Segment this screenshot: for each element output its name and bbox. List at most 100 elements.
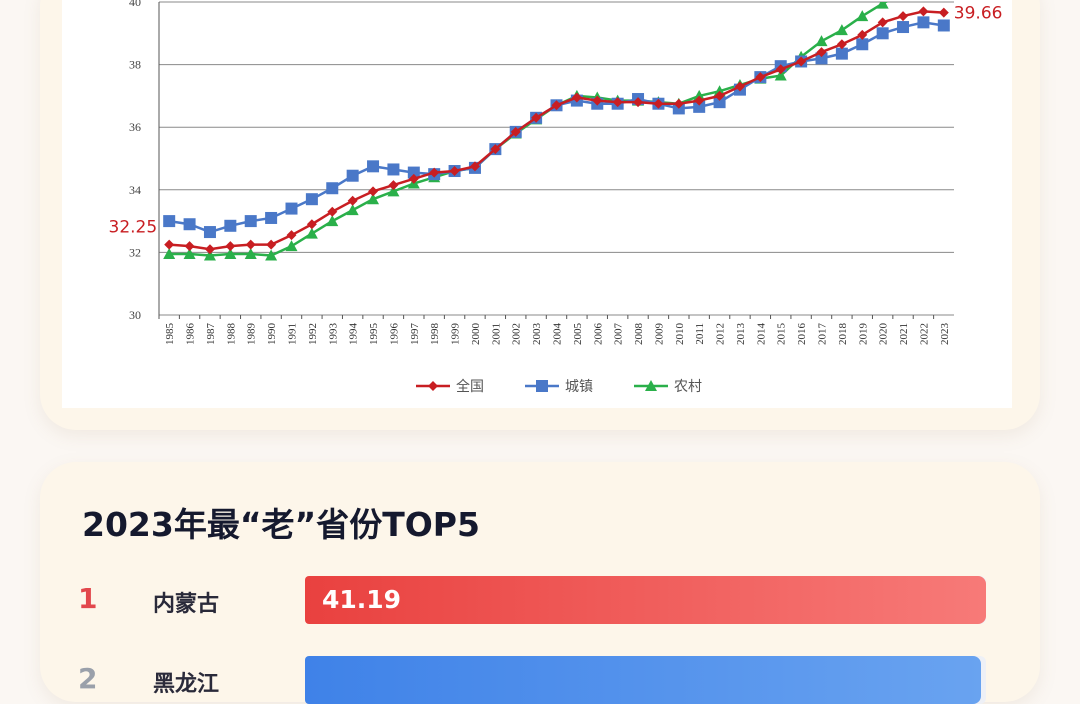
data-point-square — [835, 47, 848, 60]
data-point-triangle — [835, 24, 848, 36]
data-point-diamond — [836, 39, 847, 50]
data-point-diamond — [898, 11, 909, 22]
data-point-diamond — [571, 92, 582, 103]
age-line-chart: 30 32 34 36 38 40 1985 1986 1987 1988 1989 1990 1991… — [109, 0, 1003, 395]
data-point-triangle — [774, 69, 787, 81]
data-point-square — [203, 226, 216, 239]
data-point-diamond — [327, 206, 338, 217]
legend-label: 城镇 — [565, 379, 593, 395]
data-point-diamond — [633, 97, 644, 108]
data-point-square — [876, 27, 889, 40]
y-tick-label: 30 — [129, 308, 141, 322]
data-point-diamond — [531, 112, 542, 123]
rank-number: 1 — [78, 582, 98, 615]
y-tick-label: 32 — [129, 245, 141, 259]
x-tick-label: 2021 — [898, 323, 910, 345]
x-tick-label: 1989 — [246, 323, 258, 346]
data-point-diamond — [429, 167, 440, 178]
rank-bar — [305, 576, 986, 624]
x-tick-label: 2014 — [755, 323, 767, 346]
data-point-square — [305, 193, 318, 206]
x-tick-label: 2013 — [735, 323, 747, 346]
data-point-triangle — [367, 193, 380, 205]
x-tick-label: 2004 — [552, 323, 564, 346]
data-point-triangle — [856, 10, 869, 22]
series-line-triangle — [169, 2, 889, 257]
x-tick-label: 1986 — [185, 323, 197, 346]
data-point-diamond — [612, 97, 623, 108]
x-tick-label: 1996 — [388, 323, 400, 346]
ranking-card: 2023年最“老”省份TOP5 1 内蒙古 41.19 2 黑龙江 — [40, 462, 1040, 704]
data-point-diamond — [755, 72, 766, 83]
data-point-triangle — [876, 2, 889, 9]
data-point-diamond — [225, 241, 236, 252]
data-point-square — [163, 215, 176, 228]
data-point-square — [407, 166, 420, 179]
x-tick-label: 2000 — [470, 323, 482, 346]
data-point-diamond — [449, 166, 460, 177]
data-point-triangle — [346, 204, 359, 216]
data-point-triangle — [163, 247, 176, 259]
x-tick-label: 1999 — [450, 323, 462, 346]
x-tick-label: 2012 — [715, 323, 727, 345]
data-point-diamond — [266, 239, 277, 250]
data-point-diamond — [286, 230, 297, 241]
data-point-triangle — [183, 247, 196, 259]
x-tick-label: 1990 — [266, 323, 278, 346]
data-point-diamond — [694, 95, 705, 106]
data-point-square — [265, 211, 278, 224]
ranking-row-1: 1 内蒙古 41.19 — [40, 576, 1040, 624]
y-tick-label: 40 — [129, 0, 141, 9]
x-tick-label: 1987 — [205, 323, 217, 346]
data-point-diamond — [408, 173, 419, 184]
x-tick-label: 2018 — [837, 323, 849, 346]
data-point-square — [693, 100, 706, 113]
data-point-diamond — [245, 239, 256, 250]
x-tick-label: 2005 — [572, 323, 584, 346]
x-tick-label: 2009 — [653, 323, 665, 346]
data-point-diamond — [469, 161, 480, 172]
data-point-diamond — [204, 244, 215, 255]
x-tick-label: 2007 — [613, 323, 625, 346]
data-point-diamond — [653, 98, 664, 109]
data-point-square — [387, 163, 400, 176]
province-name: 内蒙古 — [153, 592, 220, 617]
x-tick-label: 1995 — [368, 323, 380, 346]
data-point-square — [346, 169, 359, 182]
data-point-square — [285, 202, 298, 215]
data-point-diamond — [918, 6, 929, 17]
x-tick-label: 1993 — [327, 323, 339, 346]
start-value-label: 32.25 — [109, 218, 158, 238]
rank-number: 2 — [78, 662, 98, 695]
data-point-diamond — [775, 64, 786, 75]
data-point-square — [244, 215, 257, 228]
x-tick-label: 2010 — [674, 323, 686, 346]
data-point-square — [224, 219, 237, 232]
data-point-diamond — [490, 144, 501, 155]
x-tick-label: 1991 — [287, 323, 299, 345]
x-tick-label: 2016 — [796, 323, 808, 346]
x-tick-label: 2017 — [817, 323, 829, 346]
data-point-triangle — [244, 247, 257, 259]
data-point-square — [917, 16, 930, 29]
data-point-square — [367, 160, 380, 173]
ranking-title: 2023年最“老”省份TOP5 — [82, 505, 480, 544]
data-point-diamond — [877, 17, 888, 28]
x-tick-label: 2023 — [939, 323, 951, 346]
data-point-square — [536, 380, 548, 392]
x-tick-label: 2015 — [776, 323, 788, 346]
data-point-square — [937, 19, 950, 32]
x-tick-label: 2003 — [531, 323, 543, 346]
data-point-triangle — [815, 35, 828, 47]
data-point-square — [183, 218, 196, 231]
data-point-diamond — [184, 241, 195, 252]
y-tick-label: 38 — [129, 58, 141, 72]
data-point-diamond — [796, 56, 807, 67]
series-group — [163, 2, 950, 261]
rank-bar — [305, 656, 981, 704]
data-point-triangle — [645, 380, 657, 391]
legend-label: 全国 — [456, 378, 484, 395]
data-point-diamond — [714, 90, 725, 101]
data-point-triangle — [326, 215, 339, 227]
x-tick-label: 2008 — [633, 323, 645, 346]
